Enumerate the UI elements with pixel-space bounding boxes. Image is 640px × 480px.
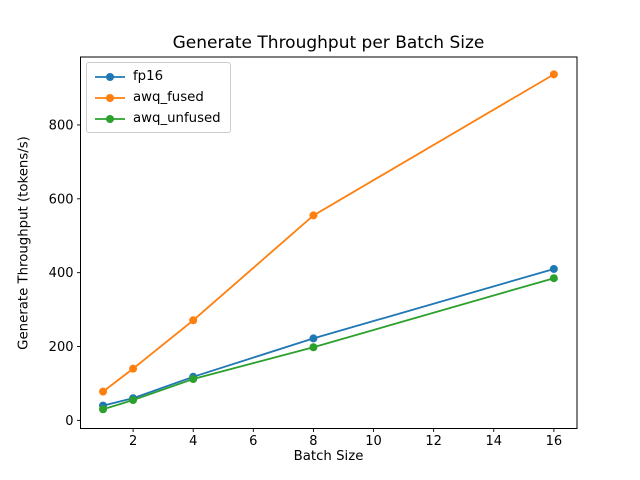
- legend-item-fp16: fp16: [94, 66, 221, 87]
- legend-line-marker-icon: [94, 92, 126, 104]
- svg-text:400: 400: [49, 266, 74, 281]
- svg-text:14: 14: [485, 434, 502, 449]
- legend-line-marker-icon: [94, 71, 126, 83]
- svg-text:6: 6: [249, 434, 257, 449]
- y-axis-label: Generate Throughput (tokens/s): [16, 136, 32, 350]
- legend-label: awq_fused: [133, 90, 204, 105]
- legend-label: fp16: [133, 69, 164, 84]
- svg-text:800: 800: [49, 118, 74, 133]
- legend-line-marker-icon: [94, 113, 126, 125]
- svg-text:600: 600: [49, 192, 74, 207]
- svg-text:0: 0: [65, 414, 73, 429]
- svg-text:10: 10: [365, 434, 382, 449]
- svg-text:8: 8: [309, 434, 317, 449]
- svg-text:12: 12: [425, 434, 442, 449]
- x-axis-label: Batch Size: [293, 449, 364, 464]
- legend-item-awq-unfused: awq_unfused: [94, 108, 221, 129]
- svg-text:4: 4: [189, 434, 197, 449]
- legend: fp16 awq_fused awq_unfused: [86, 62, 231, 133]
- svg-text:16: 16: [546, 434, 563, 449]
- legend-label: awq_unfused: [133, 111, 221, 126]
- chart-title: Generate Throughput per Batch Size: [172, 33, 485, 53]
- svg-text:200: 200: [49, 340, 74, 355]
- svg-text:2: 2: [129, 434, 137, 449]
- legend-item-awq-fused: awq_fused: [94, 87, 221, 108]
